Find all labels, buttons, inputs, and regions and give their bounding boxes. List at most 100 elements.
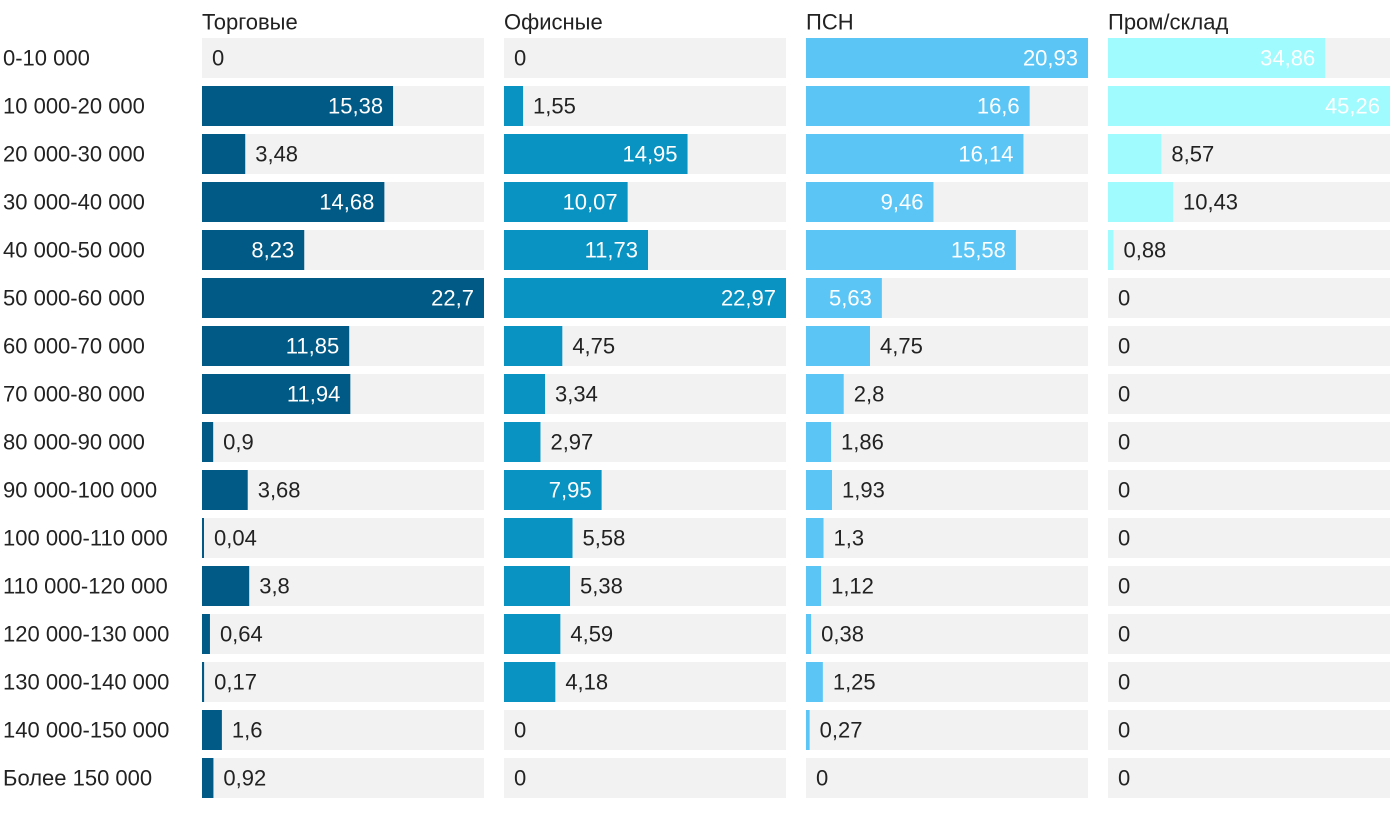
- data-label: 0: [1118, 718, 1130, 743]
- data-label: 1,86: [841, 430, 884, 455]
- data-label: 1,93: [842, 478, 885, 503]
- category-label: 20 000-30 000: [3, 142, 145, 167]
- data-label: 0: [1118, 766, 1130, 791]
- bar: [504, 374, 546, 414]
- bar-track: [806, 566, 1088, 606]
- bar-track: [1108, 518, 1390, 558]
- bar-track: [202, 38, 484, 78]
- bar: [202, 614, 210, 654]
- bar-track: [1108, 662, 1390, 702]
- bar-track: [1108, 470, 1390, 510]
- bar: [806, 518, 824, 558]
- data-label: 2,97: [550, 430, 593, 455]
- bar: [202, 758, 214, 798]
- bar-track: [806, 758, 1088, 798]
- bar: [504, 230, 649, 270]
- bar-track: [202, 518, 484, 558]
- bar-track: [806, 662, 1088, 702]
- bar-track: [504, 86, 786, 126]
- data-label: 4,18: [565, 670, 608, 695]
- bar-track: [504, 374, 786, 414]
- category-label: 100 000-110 000: [3, 526, 168, 551]
- data-label: 0: [514, 46, 526, 71]
- data-label: 16,14: [958, 142, 1013, 167]
- data-label: 1,25: [833, 670, 876, 695]
- bar: [202, 278, 484, 318]
- data-label: 0,17: [214, 670, 257, 695]
- category-label: 10 000-20 000: [3, 94, 145, 119]
- data-label: 8,23: [251, 238, 294, 263]
- bar-track: [1108, 614, 1390, 654]
- data-label: 3,34: [555, 382, 598, 407]
- data-label: 1,6: [232, 718, 263, 743]
- data-label: 2,8: [854, 382, 885, 407]
- category-label: 40 000-50 000: [3, 238, 145, 263]
- data-label: 0: [1118, 526, 1130, 551]
- bar: [202, 422, 214, 462]
- bar-track: [504, 758, 786, 798]
- category-label: 70 000-80 000: [3, 382, 145, 407]
- data-label: 1,55: [533, 94, 576, 119]
- bar-track: [202, 662, 484, 702]
- bar-track: [202, 470, 484, 510]
- category-label: 50 000-60 000: [3, 286, 145, 311]
- bar: [1108, 38, 1326, 78]
- category-label: 140 000-150 000: [3, 718, 169, 743]
- data-label: 0: [514, 718, 526, 743]
- bar: [806, 182, 934, 222]
- category-label: 110 000-120 000: [3, 574, 168, 599]
- data-label: 22,97: [721, 286, 776, 311]
- data-label: 1,3: [834, 526, 865, 551]
- bar: [504, 182, 628, 222]
- bar: [806, 710, 810, 750]
- data-label: 3,8: [259, 574, 290, 599]
- bar-track: [1108, 278, 1390, 318]
- category-labels: 0-10 000 10 000-20 000 20 000-30 000 30 000…: [3, 46, 169, 791]
- bar-track: [202, 134, 484, 174]
- bar-track: [1108, 758, 1390, 798]
- data-label: 16,6: [977, 94, 1020, 119]
- data-label: 34,86: [1260, 46, 1315, 71]
- bar: [504, 86, 524, 126]
- data-label: 0: [816, 766, 828, 791]
- bar: [806, 374, 844, 414]
- data-label: 15,38: [328, 94, 383, 119]
- bar: [806, 134, 1024, 174]
- bar-track: [504, 38, 786, 78]
- bar: [806, 422, 832, 462]
- data-label: 4,75: [880, 334, 923, 359]
- bar: [806, 230, 1016, 270]
- data-label: 0,64: [220, 622, 263, 647]
- bar-track: [1108, 566, 1390, 606]
- data-label: 0: [1118, 670, 1130, 695]
- bar: [504, 662, 556, 702]
- bar: [202, 518, 204, 558]
- bar: [1108, 134, 1162, 174]
- data-label: 15,58: [951, 238, 1006, 263]
- category-label: 120 000-130 000: [3, 622, 169, 647]
- category-label: 90 000-100 000: [3, 478, 157, 503]
- data-label: 0: [1118, 574, 1130, 599]
- data-label: 0,04: [214, 526, 257, 551]
- bar-track: [806, 470, 1088, 510]
- bar: [202, 230, 305, 270]
- bar: [504, 614, 561, 654]
- bar: [202, 374, 351, 414]
- bar: [806, 566, 822, 606]
- bar: [504, 470, 602, 510]
- data-label: 14,68: [319, 190, 374, 215]
- data-label: 5,38: [580, 574, 623, 599]
- data-label: 1,12: [831, 574, 874, 599]
- data-label: 0: [1118, 286, 1130, 311]
- data-label: 20,93: [1023, 46, 1078, 71]
- bar: [202, 710, 222, 750]
- bar: [202, 566, 250, 606]
- bar-track: [1108, 374, 1390, 414]
- data-label: 14,95: [622, 142, 677, 167]
- data-label: 0: [1118, 334, 1130, 359]
- data-label: 45,26: [1325, 94, 1380, 119]
- data-label: 0,9: [223, 430, 254, 455]
- bar-track: [806, 710, 1088, 750]
